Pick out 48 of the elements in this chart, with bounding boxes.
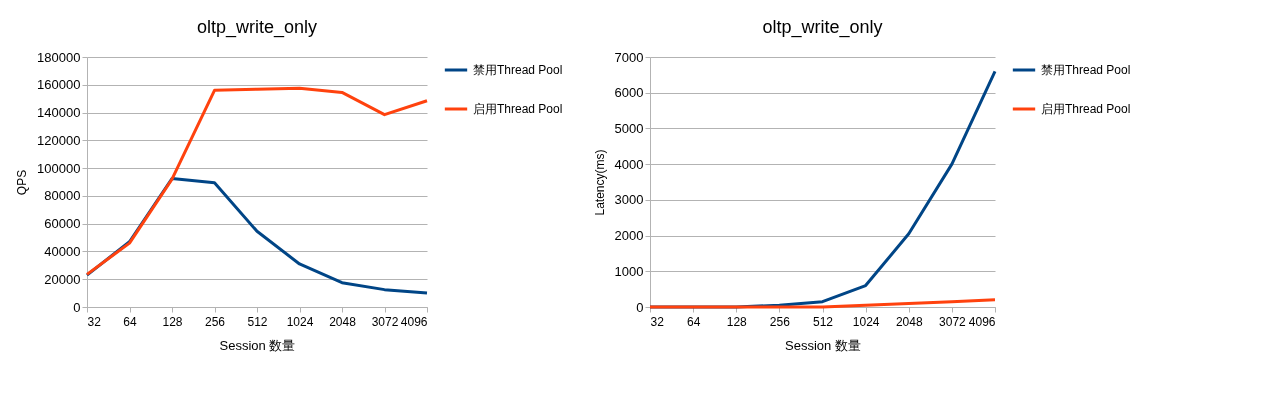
x-tick-label: 32 (87, 314, 102, 329)
x-tick-label: 128 (162, 314, 183, 329)
y-tick-label: 0 (73, 299, 81, 315)
y-tick-label: 2000 (614, 228, 644, 244)
x-tick-label: 256 (204, 314, 226, 329)
x-tick-label: 2048 (329, 314, 357, 329)
y-tick-label: 7000 (614, 49, 644, 65)
chart-title: oltp_write_only (762, 17, 883, 38)
x-tick-label: 1024 (286, 314, 314, 329)
line-series (648, 298, 997, 309)
y-tick-label: 40000 (44, 243, 81, 259)
legend-label: 禁用Thread Pool (1041, 63, 1131, 77)
y-tick-label: 20000 (44, 271, 81, 287)
x-axis-title: Session 数量 (785, 337, 861, 353)
legend-label: 启用Thread Pool (1041, 102, 1131, 116)
x-tick-label: 512 (812, 314, 834, 329)
x-tick-label: 3072 (371, 314, 399, 329)
y-tick-label: 3000 (614, 192, 644, 208)
y-tick-label: 1000 (614, 263, 644, 279)
y-tick-label: 180000 (37, 49, 81, 65)
legend-label: 禁用Thread Pool (473, 63, 563, 77)
x-tick-label: 32 (650, 314, 665, 329)
x-axis-title: Session 数量 (219, 337, 296, 353)
y-tick-label: 120000 (37, 132, 81, 148)
x-tick-label: 64 (123, 314, 137, 329)
y-tick-label: 60000 (44, 216, 81, 232)
x-tick-label: 128 (726, 314, 748, 329)
y-tick-label: 140000 (37, 105, 81, 121)
x-tick-label: 3072 (939, 314, 967, 329)
line-series (85, 86, 429, 276)
x-tick-label: 1024 (852, 314, 880, 329)
x-tick-label: 256 (769, 314, 791, 329)
legend-label: 启用Thread Pool (473, 102, 563, 116)
y-tick-label: 4000 (614, 156, 644, 172)
x-tick-label: 64 (686, 314, 701, 329)
y-axis-title: Latency(ms) (592, 149, 607, 216)
y-tick-label: 100000 (37, 160, 81, 176)
y-tick-label: 80000 (44, 188, 81, 204)
x-tick-label: 4096 (968, 314, 996, 329)
y-tick-label: 160000 (37, 77, 81, 93)
y-axis-title: QPS (15, 169, 30, 196)
y-tick-label: 6000 (614, 85, 644, 101)
y-tick-label: 5000 (614, 120, 644, 136)
chart-title: oltp_write_only (196, 17, 318, 38)
x-tick-label: 2048 (895, 314, 923, 329)
y-tick-label: 0 (636, 299, 644, 315)
x-tick-label: 4096 (400, 314, 428, 329)
x-tick-label: 512 (247, 314, 268, 329)
